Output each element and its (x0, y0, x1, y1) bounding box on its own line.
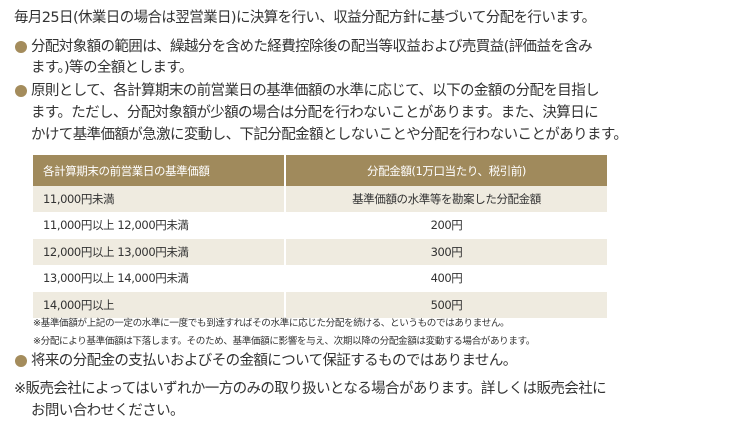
bullet-3-line-1: 将来の分配金の支払いおよびその金額について保証するものではありません。 (31, 353, 517, 369)
distribution-table: 各計算期末の前営業日の基準価額 分配金額(1万口当たり、税引前) 11,000円… (33, 155, 609, 319)
table-row: 13,000円以上 14,000円未満 400円 (33, 265, 609, 292)
table-cell: 11,000円未満 (33, 186, 286, 213)
table-header: 各計算期末の前営業日の基準価額 (33, 155, 286, 186)
intro-text: 毎月25日(休業日の場合は翌営業日)に決算を行い、収益分配方針に基づいて分配を行… (14, 10, 596, 26)
table-header-row: 各計算期末の前営業日の基準価額 分配金額(1万口当たり、税引前) (33, 155, 609, 186)
bullet-2-line-2: ます。ただし、分配対象額が少額の場合は分配を行わないことがあります。また、決算日… (31, 105, 599, 121)
table-cell: 300円 (285, 238, 609, 266)
table-cell: 13,000円以上 14,000円未満 (33, 265, 286, 292)
table-row: 12,000円以上 13,000円未満 300円 (33, 238, 609, 266)
table-cell: 基準価額の水準等を勘案した分配金額 (285, 186, 609, 213)
footer-line-1: ※販売会社によってはいずれか一方のみの取り扱いとなる場合があります。詳しくは販売… (14, 381, 607, 397)
table-cell: 12,000円以上 13,000円未満 (33, 238, 286, 266)
table-row: 11,000円未満 基準価額の水準等を勘案した分配金額 (33, 186, 609, 213)
table-cell: 14,000円以上 (33, 291, 286, 319)
bullet-icon (15, 85, 27, 97)
table-row: 11,000円以上 12,000円未満 200円 (33, 212, 609, 239)
table-header: 分配金額(1万口当たり、税引前) (285, 155, 609, 186)
bullet-2-line-3: かけて基準価額が急激に変動し、下記分配金額としないことや分配を行わないことがあり… (31, 127, 628, 143)
bullet-2-line-1: 原則として、各計算期末の前営業日の基準価額の水準に応じて、以下の金額の分配を目指… (31, 83, 600, 99)
table-row: 14,000円以上 500円 (33, 291, 609, 319)
bullet-icon (15, 41, 27, 53)
bullet-1-line-1: 分配対象額の範囲は、繰越分を含めた経費控除後の配当等収益および売買益(評価益を含… (31, 39, 593, 55)
footer-line-2: お問い合わせください。 (31, 403, 185, 419)
table-note: ※分配により基準価額は下落します。そのため、基準価額に影響を与え、次期以降の分配… (33, 336, 535, 347)
table-cell: 400円 (285, 265, 609, 292)
bullet-icon (15, 355, 27, 367)
table-cell: 500円 (285, 291, 609, 319)
table-cell: 11,000円以上 12,000円未満 (33, 212, 286, 239)
table-note: ※基準価額が上記の一定の水準に一度でも到達すればその水準に応じた分配を続ける、と… (33, 318, 510, 329)
table-cell: 200円 (285, 212, 609, 239)
bullet-1-line-2: ます。)等の全額とします。 (31, 60, 193, 76)
